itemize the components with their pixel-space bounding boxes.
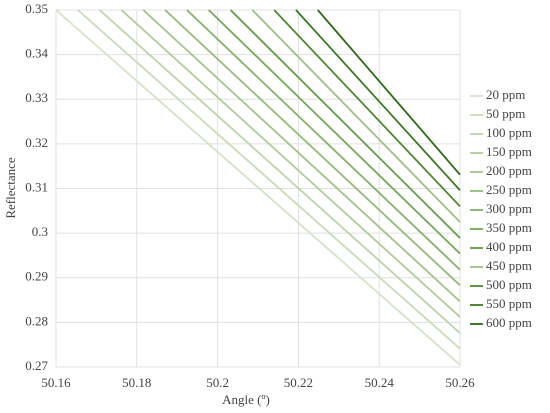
series-line <box>273 9 461 207</box>
y-tick-label: 0.28 <box>25 313 48 328</box>
y-tick-label: 0.33 <box>25 90 48 105</box>
y-tick-label: 0.32 <box>25 135 48 150</box>
y-tick-label: 0.3 <box>32 224 48 239</box>
y-tick-label: 0.29 <box>25 269 48 284</box>
legend-label: 600 ppm <box>486 315 532 330</box>
legend-label: 300 ppm <box>486 201 532 216</box>
y-tick-label: 0.34 <box>25 46 48 61</box>
series-line <box>55 9 461 366</box>
legend-label: 150 ppm <box>486 144 532 159</box>
y-tick-label: 0.27 <box>25 358 48 373</box>
legend-label: 400 ppm <box>486 239 532 254</box>
series-line <box>164 9 461 286</box>
y-tick-label: 0.35 <box>25 1 48 16</box>
series-line <box>251 9 461 223</box>
y-tick-label: 0.31 <box>25 179 48 194</box>
series-line <box>120 9 461 318</box>
legend-label: 250 ppm <box>486 182 532 197</box>
legend-label: 500 ppm <box>486 277 532 292</box>
series-line <box>317 9 461 176</box>
x-tick-label: 50.18 <box>122 375 151 390</box>
x-tick-label: 50.16 <box>41 375 71 390</box>
series-line <box>77 9 461 350</box>
legend-label: 350 ppm <box>486 220 532 235</box>
legend-label: 200 ppm <box>486 163 532 178</box>
series-line <box>208 9 461 255</box>
series-line <box>99 9 461 334</box>
y-axis-label: Reflectance <box>3 157 18 219</box>
x-axis-label: Angle (º) <box>222 392 270 407</box>
legend-label: 550 ppm <box>486 296 532 311</box>
legend-label: 50 ppm <box>486 106 525 121</box>
series-line <box>186 9 461 271</box>
legend-label: 20 ppm <box>486 87 525 102</box>
legend-label: 450 ppm <box>486 258 532 273</box>
series-line <box>295 9 461 191</box>
x-tick-label: 50.2 <box>206 375 229 390</box>
series-line <box>229 9 461 239</box>
x-tick-label: 50.24 <box>365 375 395 390</box>
legend-label: 100 ppm <box>486 125 532 140</box>
series-line <box>142 9 461 303</box>
x-tick-label: 50.26 <box>445 375 475 390</box>
x-tick-label: 50.22 <box>284 375 313 390</box>
